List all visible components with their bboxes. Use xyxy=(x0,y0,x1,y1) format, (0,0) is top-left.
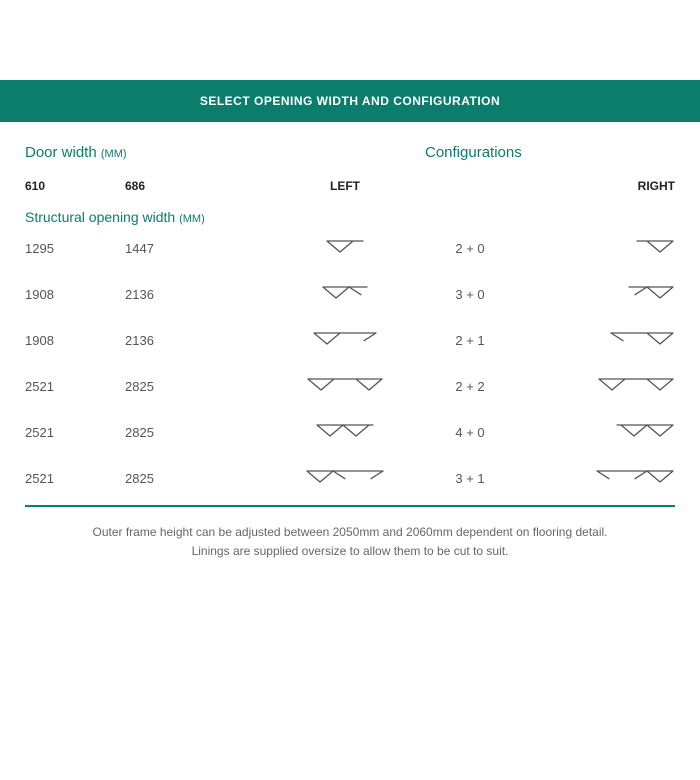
column-headers: 610 686 LEFT RIGHT xyxy=(25,179,675,193)
cell-width-686: 2136 xyxy=(125,287,265,302)
door-width-header: Door width (MM) xyxy=(25,144,265,161)
cell-width-610: 1908 xyxy=(25,287,125,302)
table-row: 25212825 4 + 0 xyxy=(25,409,675,455)
fold-icon-right xyxy=(515,469,675,487)
table-row: 12951447 2 + 0 xyxy=(25,225,675,271)
fold-icon-left xyxy=(265,423,425,441)
fold-icon-right xyxy=(515,285,675,303)
cell-width-686: 2825 xyxy=(125,471,265,486)
section-headers: Door width (MM) Configurations xyxy=(25,144,675,161)
table-row: 19082136 3 + 0 xyxy=(25,271,675,317)
cell-width-686: 2136 xyxy=(125,333,265,348)
config-table: Door width (MM) Configurations 610 686 L… xyxy=(0,144,700,501)
col-left-header: LEFT xyxy=(265,179,425,193)
fold-icon-right xyxy=(515,239,675,257)
cell-config: 2 + 1 xyxy=(425,333,515,348)
footer-note: Outer frame height can be adjusted betwe… xyxy=(0,523,700,561)
cell-width-610: 1908 xyxy=(25,333,125,348)
divider xyxy=(25,505,675,507)
col-right-header: RIGHT xyxy=(515,179,675,193)
fold-icon-left xyxy=(265,377,425,395)
footer-line-1: Outer frame height can be adjusted betwe… xyxy=(40,523,660,542)
fold-icon-left xyxy=(265,285,425,303)
cell-width-610: 1295 xyxy=(25,241,125,256)
col-686-header: 686 xyxy=(125,179,265,193)
cell-config: 2 + 0 xyxy=(425,241,515,256)
fold-icon-right xyxy=(515,331,675,349)
structural-width-unit: (MM) xyxy=(179,213,205,225)
door-width-unit: (MM) xyxy=(101,148,127,160)
fold-icon-right xyxy=(515,377,675,395)
cell-config: 2 + 2 xyxy=(425,379,515,394)
cell-config: 3 + 1 xyxy=(425,471,515,486)
fold-icon-right xyxy=(515,423,675,441)
cell-width-686: 2825 xyxy=(125,425,265,440)
table-row: 25212825 2 + 2 xyxy=(25,363,675,409)
cell-width-686: 1447 xyxy=(125,241,265,256)
cell-width-610: 2521 xyxy=(25,379,125,394)
fold-icon-left xyxy=(265,239,425,257)
structural-width-label: Structural opening width xyxy=(25,209,175,225)
fold-icon-left xyxy=(265,469,425,487)
configurations-header: Configurations xyxy=(425,144,515,161)
cell-width-610: 2521 xyxy=(25,471,125,486)
banner-title: SELECT OPENING WIDTH AND CONFIGURATION xyxy=(0,80,700,122)
structural-width-header: Structural opening width (MM) xyxy=(25,209,675,225)
footer-line-2: Linings are supplied oversize to allow t… xyxy=(40,542,660,561)
fold-icon-left xyxy=(265,331,425,349)
cell-width-686: 2825 xyxy=(125,379,265,394)
table-row: 19082136 2 + 1 xyxy=(25,317,675,363)
col-610-header: 610 xyxy=(25,179,125,193)
table-row: 25212825 3 + 1 xyxy=(25,455,675,501)
door-width-label: Door width xyxy=(25,144,97,161)
cell-config: 4 + 0 xyxy=(425,425,515,440)
cell-config: 3 + 0 xyxy=(425,287,515,302)
cell-width-610: 2521 xyxy=(25,425,125,440)
